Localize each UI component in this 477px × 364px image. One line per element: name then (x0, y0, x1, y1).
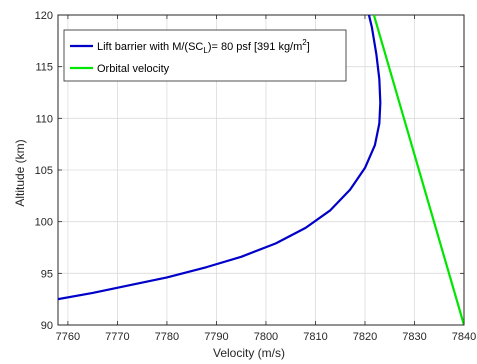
x-tick-label: 7780 (155, 331, 179, 343)
series-group (58, 15, 464, 325)
y-tick-label: 105 (35, 165, 53, 177)
y-axis-label: Altitude (km) (13, 139, 27, 206)
x-tick-label: 7770 (105, 331, 129, 343)
y-tick-label: 120 (35, 10, 53, 22)
legend-lift-end: ] (307, 41, 310, 53)
legend-lift-sub: L (203, 46, 208, 55)
legend-lift-main: Lift barrier with M/(SC (97, 41, 203, 53)
y-tick-label: 100 (35, 217, 53, 229)
legend-lift-mid: )= 80 psf [391 kg/m (208, 41, 302, 53)
legend-entry-orbital-velocity: Orbital velocity (97, 63, 170, 75)
x-tick-label: 7810 (303, 331, 327, 343)
legend-lift-sup: 2 (302, 38, 307, 47)
x-tick-label: 7790 (204, 331, 228, 343)
x-axis-ticks: 7760 7770 7780 7790 7800 7810 7820 7830 7840 (56, 15, 476, 343)
series-line-orbital-velocity (372, 15, 464, 325)
legend: Lift barrier with M/(SCL)= 80 psf [391 k… (63, 29, 347, 82)
y-tick-label: 90 (41, 320, 53, 332)
x-tick-label: 7830 (402, 331, 426, 343)
x-tick-label: 7760 (56, 331, 80, 343)
y-axis-ticks: 90 95 100 105 110 115 120 (35, 10, 464, 332)
x-tick-label: 7800 (254, 331, 278, 343)
legend-entry-lift-barrier: Lift barrier with M/(SCL)= 80 psf [391 k… (97, 38, 310, 55)
y-tick-label: 115 (35, 62, 53, 74)
x-axis-label: Velocity (m/s) (213, 346, 285, 360)
legend-box (63, 29, 347, 82)
x-tick-label: 7840 (452, 331, 476, 343)
series-line-lift-barrier (58, 15, 382, 301)
y-tick-label: 95 (41, 268, 53, 280)
y-tick-label: 110 (35, 113, 53, 125)
x-tick-label: 7820 (353, 331, 377, 343)
